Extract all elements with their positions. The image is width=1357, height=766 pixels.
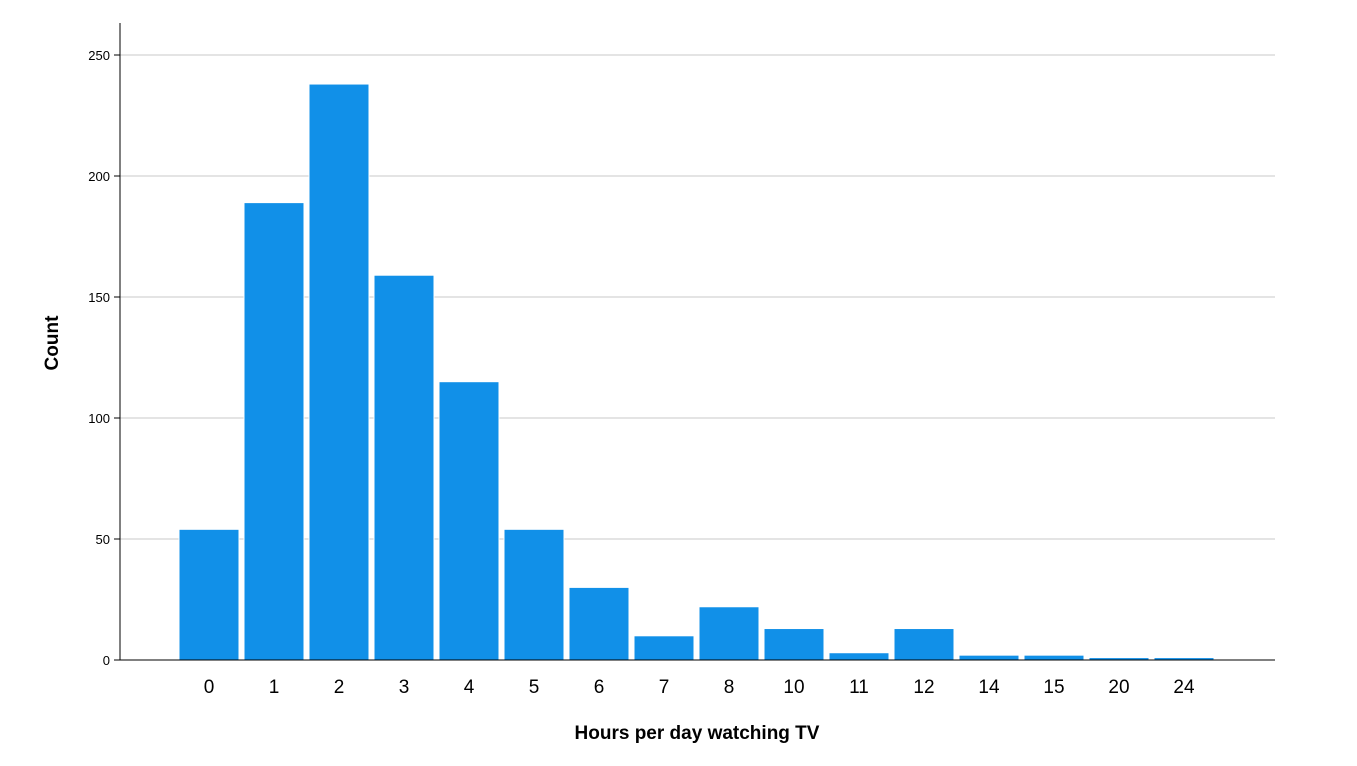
- bar-5: [503, 528, 565, 661]
- bar-7: [633, 635, 695, 661]
- bar-11: [828, 652, 890, 661]
- x-tick-label-1: 1: [269, 677, 280, 698]
- axes: [119, 23, 1275, 661]
- y-tick-label-150: 150: [88, 290, 110, 305]
- x-tick-label-20: 20: [1108, 677, 1129, 698]
- bar-2: [308, 83, 370, 661]
- x-tick-label-0: 0: [204, 677, 215, 698]
- x-tick-label-14: 14: [978, 677, 1000, 698]
- y-tick-label-100: 100: [88, 411, 110, 426]
- x-axis-title: Hours per day watching TV: [575, 723, 820, 744]
- y-tick-label-50: 50: [96, 532, 110, 547]
- bar-0: [178, 528, 240, 661]
- bar-14: [958, 654, 1020, 661]
- bar-6: [568, 586, 630, 661]
- y-tick-labels: 0 50 100 150 200 250: [88, 48, 120, 668]
- y-tick-label-200: 200: [88, 169, 110, 184]
- y-tick-label-0: 0: [103, 653, 110, 668]
- x-tick-label-5: 5: [529, 677, 540, 698]
- x-tick-label-10: 10: [783, 677, 804, 698]
- x-tick-label-7: 7: [659, 677, 670, 698]
- x-tick-label-15: 15: [1043, 677, 1064, 698]
- bar-3: [373, 274, 435, 661]
- bar-12: [893, 628, 955, 661]
- x-tick-label-8: 8: [724, 677, 735, 698]
- bar-10: [763, 628, 825, 661]
- x-tick-label-11: 11: [849, 677, 869, 698]
- x-tick-labels: 0 1 2 3 4 5 6 7 8 10 11 12 14 15 20 24: [204, 677, 1195, 698]
- bar-8: [698, 606, 760, 661]
- bar-4: [438, 381, 500, 661]
- x-tick-label-2: 2: [334, 677, 345, 698]
- bars: [178, 83, 1215, 661]
- x-tick-label-3: 3: [399, 677, 410, 698]
- bar-15: [1023, 654, 1085, 661]
- x-tick-label-12: 12: [913, 677, 934, 698]
- y-axis-title: Count: [42, 315, 63, 371]
- y-tick-label-250: 250: [88, 48, 110, 63]
- x-tick-label-24: 24: [1173, 677, 1195, 698]
- x-tick-label-4: 4: [464, 677, 475, 698]
- x-tick-label-6: 6: [594, 677, 605, 698]
- bar-1: [243, 202, 305, 661]
